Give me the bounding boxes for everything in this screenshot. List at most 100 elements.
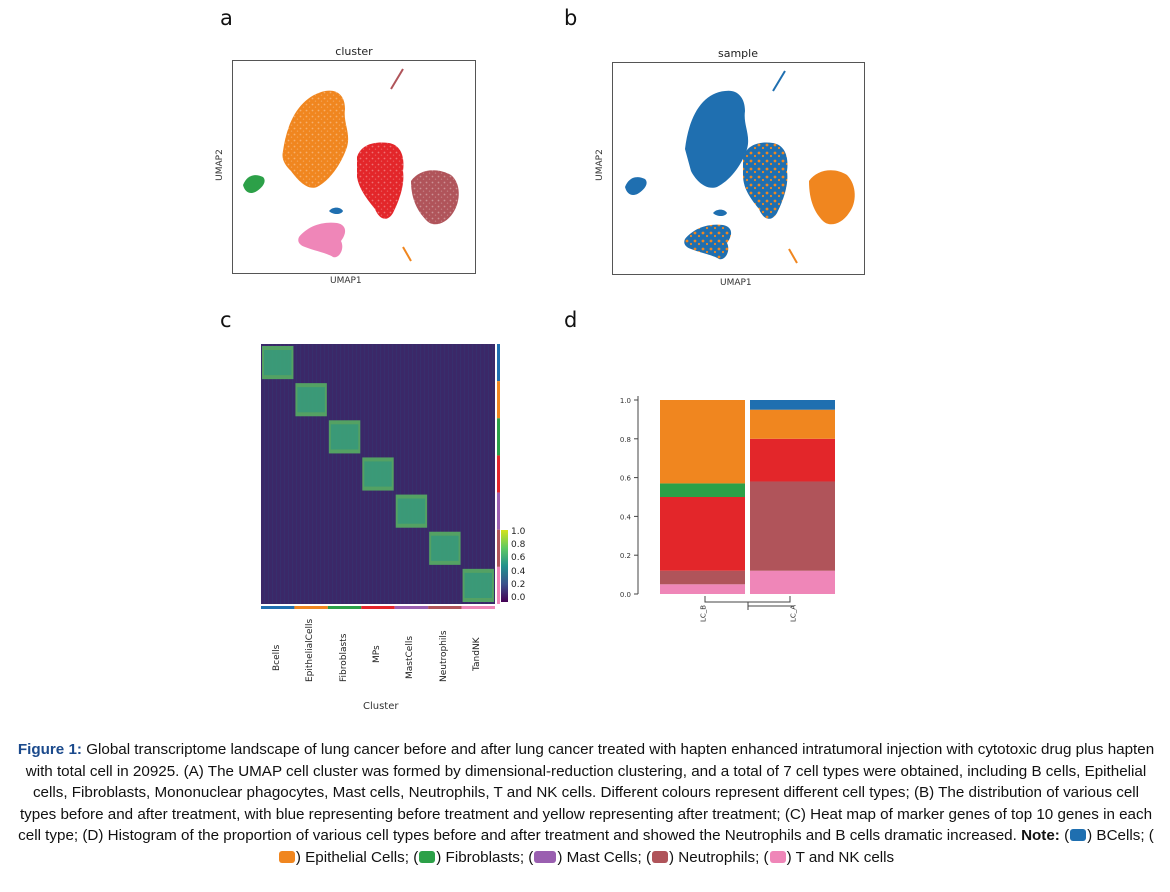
heatmap-blocks [262,346,494,602]
sample-region-fibroblasts [625,177,647,195]
bar-y-tick-label: 0.4 [620,513,632,521]
umap-sample-plot [612,62,865,275]
legend-swatch [769,850,786,863]
bar-segment-lc_a [750,400,835,410]
sample-region-neutrophils [743,142,788,219]
cluster-tandnk [298,222,346,258]
umap-cluster-plot [232,60,476,274]
bar-segment-lc_b [660,570,745,585]
heatmap-block-inner-mps [364,461,392,487]
colorbar-tick: 0.8 [511,540,526,551]
sample-strand-bottom [788,248,798,264]
sample-region-epithelial [685,90,749,188]
heatmap-col-strip-neutrophils [428,606,462,609]
heatmap-x-tick-fibroblasts: Fibroblasts [338,633,349,682]
heatmap-block-inner-mastcells [397,498,426,524]
cluster-mps [411,170,459,225]
legend-swatch [278,850,295,863]
panel-a-title: cluster [335,45,373,58]
heatmap-x-tick-bcells: Bcells [271,644,282,672]
bar-segment-lc_b [660,483,745,497]
legend-swatch [419,850,436,863]
bar-y-tick-label: 0.8 [620,436,631,444]
stacked-bar-svg: 1.0 0.8 0.6 0.4 0.2 0.0 LC_B LC_A [620,396,835,622]
sample-strand-top [772,70,786,92]
bar-y-ticks: 1.0 0.8 0.6 0.4 0.2 0.0 [620,397,638,599]
sample-region-mps [809,170,855,225]
panel-c-xlabel: Cluster [363,701,399,712]
colorbar-tick: 0.2 [511,579,526,590]
bar-segment-lc_b [660,584,745,594]
heatmap-col-strip-mps [361,606,395,609]
heatmap-x-tick-mps: MPs [372,645,382,664]
cluster-fibroblasts [243,175,265,193]
panel-letter-a: a [220,6,233,30]
legend-label: ) Epithelial Cells; ( [295,848,419,866]
legend-swatch [1070,829,1087,841]
heatmap-row-strip-fibroblasts [497,418,500,456]
bar-x-tick-lc_a: LC_A [790,605,798,622]
cluster-epithelial [282,90,349,188]
panel-b-xlabel: UMAP1 [720,278,752,288]
heatmap-block-inner-fibroblasts [330,424,359,450]
heatmap-row-strip-tandnk [497,566,500,604]
heatmap-block-inner-tandnk [464,572,492,598]
bar-segment-lc_a [750,570,835,594]
panel-letter-d: d [564,308,578,332]
legend-label: ) Mast Cells; ( [557,848,652,866]
heatmap-col-strip-fibroblasts [327,606,362,609]
legend-label: ) BCells; ( [1087,827,1154,844]
legend-label: ) Neutrophils; ( [669,848,769,866]
bar-y-tick-label: 0.6 [620,475,632,483]
heatmap-column-strip [261,606,495,609]
panel-a-xlabel: UMAP1 [330,276,362,286]
heatmap-col-strip-mastcells [394,606,429,609]
heatmap-row-strip-mps [497,455,500,493]
heatmap-row-strip-neutrophils [497,529,500,567]
heatmap-block-inner-epithelialcells [297,387,325,413]
caption-note-label: Note: [1021,827,1060,844]
bar-segment-lc_a [750,438,835,482]
caption-label: Figure 1: [17,741,82,758]
panel-a-ylabel: UMAP2 [214,149,225,181]
heatmap-row-strip [497,344,500,604]
bar-x-ticks: LC_B LC_A [700,605,798,622]
colorbar-tick: 1.0 [511,527,526,537]
colorbar-tick: 0.4 [511,566,526,577]
cluster-strand-top [390,68,404,90]
heatmap-row-strip-bcells [497,344,500,382]
heatmap-col-strip-bcells [261,606,295,609]
cluster-strand-bottom [402,246,412,262]
heatmap-block-inner-neutrophils [431,535,459,561]
heatmap-colorbar [501,530,508,602]
heatmap-row-strip-epithelialcells [497,381,500,419]
cluster-bcells [329,207,343,214]
bar-bracket-join [747,602,794,610]
legend-label: ) T and NK cells [786,848,895,866]
legend-swatch [652,850,669,863]
colorbar-tick: 0.6 [511,553,526,564]
sample-region-bcells [713,209,727,216]
heatmap-svg [261,344,508,609]
umap-cluster-svg [243,68,459,262]
bar-segment-lc_b [660,497,745,571]
bar-segment-lc_a [750,481,835,571]
cluster-neutrophils [357,142,404,219]
bar-x-tick-lc_b: LC_B [700,605,708,622]
heatmap-row-strip-mastcells [497,492,500,530]
caption-text: Global transcriptome landscape of lung c… [18,741,1155,844]
bar-segment-lc_b [660,400,745,484]
heatmap-block-inner-bcells [264,350,292,376]
bar-segment-lc_a [750,409,835,439]
bar-y-tick-label: 0.2 [620,552,631,560]
panel-b-ylabel: UMAP2 [594,149,605,181]
caption-legend: ) BCells; ( ) Epithelial Cells; ( ) Fibrob… [278,827,1154,866]
panel-b-title: sample [718,47,758,60]
heatmap-x-tick-neutrophils: Neutrophils [438,630,449,682]
legend-swatch [534,850,557,863]
heatmap-x-tick-epithelialcells: EpithelialCells [305,618,316,682]
legend-label: ) Fibroblasts; ( [436,848,534,866]
stacked-bars [660,400,835,594]
bar-bracket-left [704,596,791,603]
bar-y-tick-label: 0.0 [620,591,631,599]
